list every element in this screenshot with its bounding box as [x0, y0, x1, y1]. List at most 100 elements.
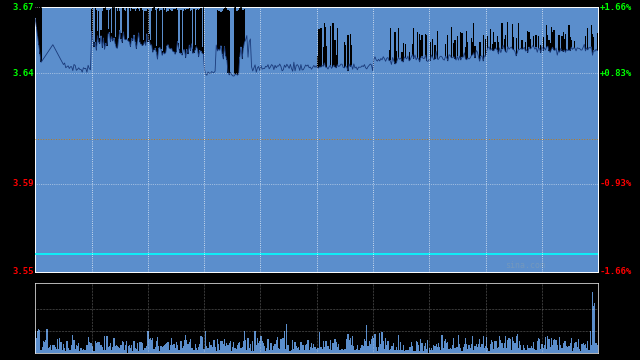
Bar	[534, 349, 536, 353]
Bar	[568, 24, 570, 50]
Bar	[543, 37, 544, 51]
Bar	[317, 348, 318, 353]
Bar	[570, 342, 571, 353]
Bar	[138, 9, 140, 33]
Bar	[313, 344, 314, 353]
Bar	[468, 345, 470, 353]
Bar	[474, 46, 476, 58]
Bar	[540, 350, 541, 353]
Bar	[192, 49, 193, 53]
Bar	[553, 30, 554, 50]
Bar	[100, 30, 102, 36]
Bar	[91, 343, 92, 353]
Bar	[465, 48, 466, 59]
Bar	[209, 342, 210, 353]
Bar	[199, 9, 200, 50]
Bar	[513, 37, 515, 50]
Bar	[374, 334, 376, 353]
Bar	[417, 342, 418, 353]
Bar	[106, 336, 108, 353]
Bar	[524, 348, 525, 353]
Bar	[200, 8, 202, 51]
Bar	[366, 325, 367, 353]
Bar	[286, 324, 287, 353]
Bar	[554, 30, 556, 50]
Bar	[236, 11, 237, 74]
Bar	[221, 11, 223, 54]
Bar	[407, 350, 408, 353]
Bar	[246, 350, 248, 353]
Bar	[74, 340, 75, 353]
Bar	[487, 348, 488, 353]
Bar	[137, 343, 138, 353]
Bar	[472, 336, 473, 353]
Bar	[45, 341, 46, 353]
Bar	[243, 341, 244, 353]
Bar	[459, 344, 460, 353]
Bar	[225, 346, 227, 353]
Bar	[552, 32, 553, 47]
Bar	[451, 349, 452, 353]
Bar	[477, 347, 478, 353]
Bar	[515, 336, 516, 353]
Bar	[260, 336, 262, 353]
Bar	[218, 344, 220, 353]
Bar	[241, 347, 243, 353]
Bar	[169, 350, 170, 353]
Bar	[504, 39, 505, 49]
Bar	[386, 345, 387, 353]
Bar	[487, 36, 488, 48]
Bar	[307, 340, 308, 353]
Bar	[352, 337, 353, 353]
Bar	[494, 341, 495, 353]
Bar	[333, 343, 335, 353]
Bar	[317, 56, 318, 68]
Bar	[191, 348, 192, 353]
Bar	[75, 348, 76, 353]
Bar	[234, 7, 236, 75]
Bar	[565, 34, 566, 52]
Bar	[95, 341, 96, 353]
Bar	[106, 10, 108, 46]
Bar	[568, 346, 570, 353]
Bar	[126, 8, 127, 39]
Bar	[166, 343, 168, 353]
Bar	[51, 350, 52, 353]
Bar	[390, 28, 391, 60]
Bar	[303, 345, 304, 353]
Bar	[505, 336, 506, 353]
Bar	[230, 341, 231, 353]
Bar	[82, 350, 83, 353]
Bar	[589, 330, 591, 353]
Bar	[342, 350, 344, 353]
Bar	[245, 341, 246, 353]
Bar	[40, 350, 42, 353]
Bar	[159, 351, 161, 353]
Bar	[266, 348, 268, 353]
Bar	[522, 350, 523, 353]
Bar	[258, 343, 259, 353]
Bar	[481, 345, 483, 353]
Bar	[466, 31, 467, 60]
Bar	[561, 36, 563, 51]
Bar	[129, 345, 130, 353]
Bar	[293, 348, 294, 353]
Bar	[586, 348, 588, 353]
Bar	[567, 347, 568, 353]
Bar	[411, 342, 412, 353]
Bar	[169, 9, 170, 48]
Bar	[103, 8, 104, 38]
Bar	[574, 41, 575, 48]
Bar	[168, 342, 169, 353]
Bar	[299, 350, 300, 353]
Bar	[35, 269, 598, 272]
Bar	[332, 343, 333, 353]
Bar	[265, 351, 266, 353]
Bar	[110, 9, 111, 42]
Bar	[417, 32, 418, 58]
Bar	[447, 342, 449, 353]
Bar	[536, 350, 537, 353]
Bar	[365, 341, 366, 353]
Bar	[91, 9, 92, 31]
Bar	[223, 344, 224, 353]
